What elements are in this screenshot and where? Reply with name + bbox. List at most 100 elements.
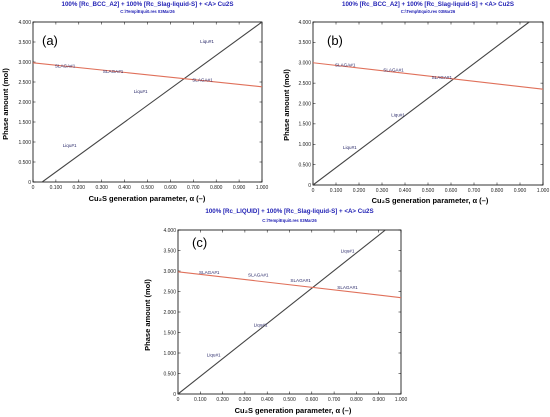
- y-tick-label: 3.000: [163, 269, 176, 275]
- x-tick-label: 0.200: [73, 185, 86, 191]
- x-tick-label: 0.600: [164, 185, 177, 191]
- series-line-1: [41, 22, 262, 182]
- y-tick-label: 2.000: [163, 310, 176, 316]
- x-tick-label: 0.300: [376, 188, 389, 194]
- chart-title: 100% [Rc_BCC_A2] + 100% [Rc_Slag-liquid-…: [342, 1, 514, 8]
- x-tick-label: 0.700: [328, 397, 341, 403]
- series-label: Liqu#1: [200, 39, 214, 44]
- x-tick-label: 0.100: [50, 185, 63, 191]
- series-label: SLAGA#1: [55, 64, 76, 69]
- series-label: Liqu#1: [134, 89, 148, 94]
- series-label: SLAGA#1: [192, 78, 213, 83]
- x-tick-label: 0.500: [422, 188, 435, 194]
- y-axis-title: Phase amount (mol): [282, 69, 291, 141]
- y-tick-label: 0.500: [18, 160, 31, 166]
- x-tick-label: 0.400: [118, 185, 131, 191]
- x-tick-label: 0.700: [468, 188, 481, 194]
- y-tick-label: 0: [308, 183, 311, 189]
- series-label: Liqu#1: [254, 322, 268, 327]
- y-tick-label: 0: [28, 180, 31, 186]
- x-tick-label: 0.800: [350, 397, 363, 403]
- series-label: SLAGA#1: [103, 69, 124, 74]
- x-tick-label: 0.500: [283, 397, 296, 403]
- y-tick-label: 3.500: [18, 40, 31, 46]
- y-tick-label: 4.000: [163, 228, 176, 234]
- plot-frame: [32, 21, 263, 183]
- x-axis-title: Cu₂S generation parameter, α (–): [372, 196, 489, 205]
- series-line-2: [313, 62, 543, 90]
- y-tick-label: 3.500: [298, 40, 311, 46]
- plot-frame: [177, 229, 402, 395]
- series-label: SLAGA#1: [383, 68, 404, 73]
- x-tick-label: 0.900: [233, 185, 246, 191]
- x-tick-label: 1.000: [537, 188, 550, 194]
- y-tick-label: 2.000: [18, 100, 31, 106]
- x-tick-label: 0.900: [514, 188, 527, 194]
- series-label: SLAGA#1: [335, 62, 356, 67]
- y-tick-label: 2.500: [163, 289, 176, 295]
- x-tick-label: 0.800: [491, 188, 504, 194]
- series-label: SLAGA#1: [199, 270, 220, 275]
- x-tick-label: 0.200: [353, 188, 366, 194]
- x-axis-title: Cu₂S generation parameter, α (–): [89, 194, 206, 203]
- series-label: Liqu#1: [207, 352, 221, 357]
- series-label: SLAGA#1: [248, 273, 269, 278]
- y-tick-label: 2.000: [298, 101, 311, 107]
- series-label: Liqu#1: [343, 145, 357, 150]
- y-tick-label: 4.000: [298, 20, 311, 26]
- series-label: SLAGA#1: [432, 75, 453, 80]
- x-tick-label: 0: [177, 397, 180, 403]
- x-tick-label: 0.800: [210, 185, 223, 191]
- chart-subtitle: C:\Temp\Equi0.res 03Mar26: [120, 9, 175, 14]
- x-tick-label: 0.100: [330, 188, 343, 194]
- panel-label: (a): [42, 33, 58, 48]
- chart-subtitle: C:\Temp\Equi0.res 03Mar26: [262, 218, 317, 223]
- x-tick-label: 0.400: [261, 397, 274, 403]
- panel-label: (b): [327, 33, 343, 48]
- x-tick-label: 0.400: [399, 188, 412, 194]
- x-tick-label: 0: [312, 188, 315, 194]
- chart-panel-1: 100% [Rc_BCC_A2] + 100% [Rc_Slag-liquid-…: [1, 1, 268, 203]
- x-tick-label: 0.200: [216, 397, 229, 403]
- x-axis-title: Cu₂S generation parameter, α (–): [235, 406, 352, 415]
- y-tick-label: 1.500: [18, 120, 31, 126]
- series-line-2: [178, 271, 401, 299]
- chart-title: 100% [Rc_BCC_A2] + 100% [Rc_Slag-liquid-…: [62, 1, 234, 8]
- series-label: Liqu#1: [63, 143, 77, 148]
- y-tick-label: 0: [173, 392, 176, 398]
- y-tick-label: 0.500: [298, 162, 311, 168]
- y-tick-label: 4.000: [18, 20, 31, 26]
- x-tick-label: 0.300: [95, 185, 108, 191]
- x-tick-label: 0.500: [141, 185, 154, 191]
- x-tick-label: 0: [32, 185, 35, 191]
- y-axis-title: Phase amount (mol): [143, 279, 152, 351]
- series-label: SLAGA#1: [290, 278, 311, 283]
- x-tick-label: 0.900: [372, 397, 385, 403]
- y-tick-label: 3.500: [163, 248, 176, 254]
- plot-frame: [312, 21, 544, 186]
- y-tick-label: 3.000: [298, 61, 311, 67]
- x-tick-label: 1.000: [256, 185, 269, 191]
- y-tick-label: 1.000: [163, 351, 176, 357]
- y-tick-label: 0.500: [163, 371, 176, 377]
- x-tick-label: 0.600: [306, 397, 319, 403]
- series-label: Liqu#1: [391, 113, 405, 118]
- chart-panel-2: 100% [Rc_BCC_A2] + 100% [Rc_Slag-liquid-…: [282, 1, 549, 205]
- chart-subtitle: C:\Temp\Equi0.res 03Mar26: [401, 9, 456, 14]
- series-line-1: [313, 22, 530, 185]
- y-tick-label: 2.500: [18, 80, 31, 86]
- y-tick-label: 3.000: [18, 60, 31, 66]
- y-tick-label: 1.000: [298, 142, 311, 148]
- x-tick-label: 0.300: [239, 397, 252, 403]
- panel-label: (c): [192, 235, 207, 250]
- y-tick-label: 1.500: [298, 122, 311, 128]
- y-tick-label: 2.500: [298, 81, 311, 87]
- series-line-1: [178, 230, 386, 394]
- series-label: SLAGA#1: [337, 285, 358, 290]
- y-axis-title: Phase amount (mol): [1, 68, 10, 140]
- y-tick-label: 1.500: [163, 330, 176, 336]
- y-tick-label: 1.000: [18, 140, 31, 146]
- x-tick-label: 0.700: [187, 185, 200, 191]
- x-tick-label: 0.600: [445, 188, 458, 194]
